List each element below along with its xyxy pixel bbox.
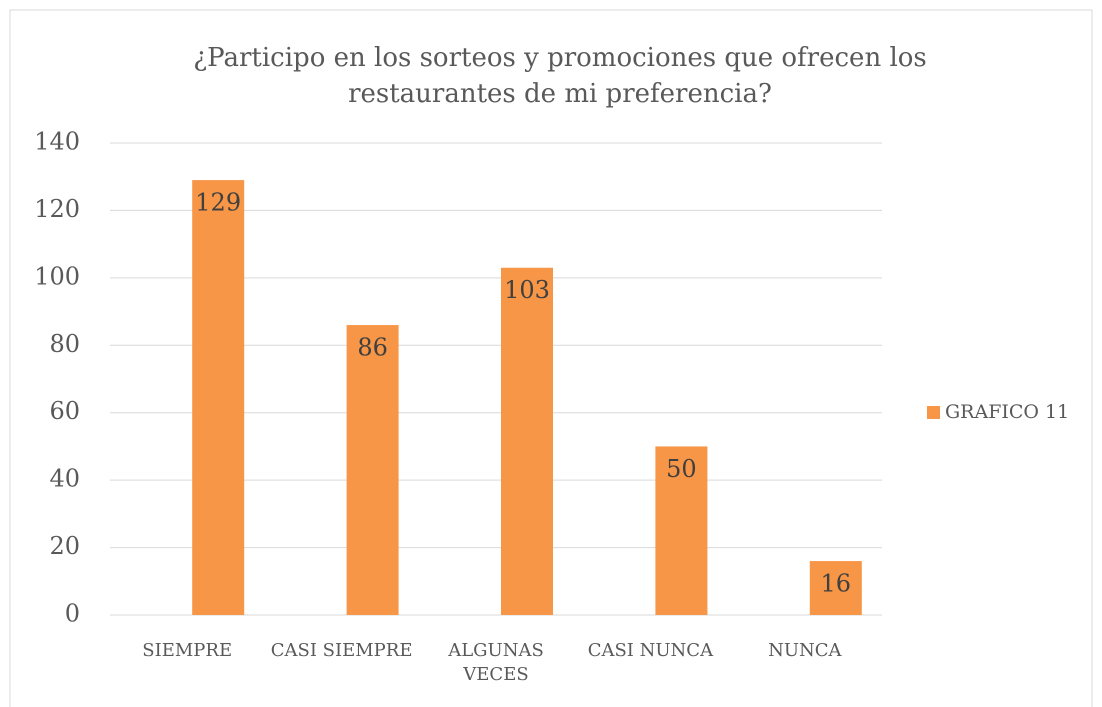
bar xyxy=(809,561,862,615)
chart-border xyxy=(9,9,1093,707)
data-label: 50 xyxy=(666,455,697,483)
data-label: 103 xyxy=(504,276,550,304)
y-tick-label: 80 xyxy=(49,330,80,358)
chart-title: ¿Participo en los sorteos y promociones … xyxy=(193,43,927,109)
bar xyxy=(655,446,708,615)
legend-label: GRAFICO 11 xyxy=(945,401,1069,423)
data-label: 86 xyxy=(357,334,388,362)
x-tick-label: ALGUNAS VECES xyxy=(448,640,544,685)
y-tick-label: 100 xyxy=(34,262,80,290)
y-tick-label: 0 xyxy=(65,600,80,628)
y-tick-label: 140 xyxy=(34,128,80,156)
x-tick-label: CASI NUNCA xyxy=(587,640,714,661)
data-label: 16 xyxy=(821,570,852,598)
bar xyxy=(501,267,553,615)
y-tick-label: 20 xyxy=(49,532,80,560)
data-label: 129 xyxy=(195,189,241,217)
y-tick-label: 120 xyxy=(34,195,80,223)
bar xyxy=(192,180,245,616)
y-tick-label: 40 xyxy=(49,465,80,493)
bar xyxy=(346,325,399,615)
x-tick-label: CASI SIEMPRE xyxy=(270,640,413,661)
x-tick-label: SIEMPRE xyxy=(142,640,233,661)
y-tick-label: 60 xyxy=(49,397,80,425)
x-tick-label: NUNCA xyxy=(768,640,842,661)
legend-swatch xyxy=(927,406,940,419)
